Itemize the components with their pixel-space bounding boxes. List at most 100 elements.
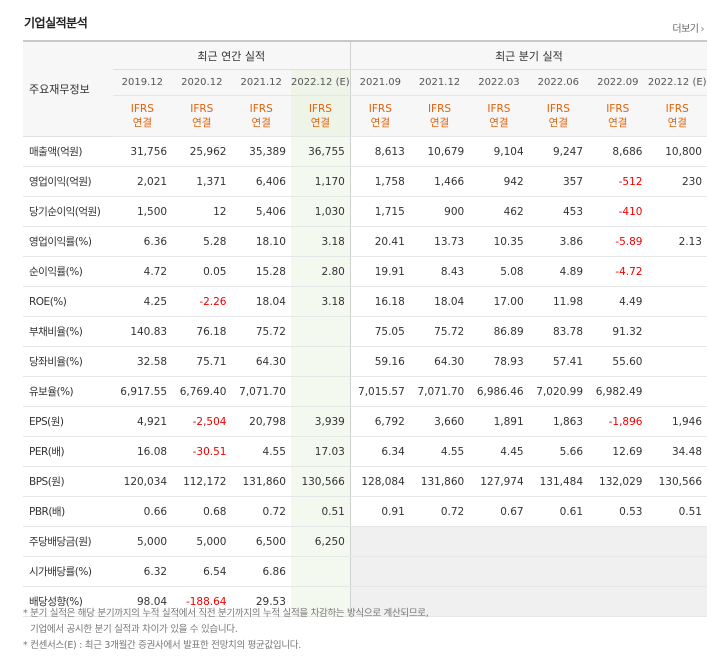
period-header: 2022.12 (E) [290, 69, 351, 96]
quarter-value: 131,484 [528, 466, 589, 497]
annual-value: 1,500 [112, 196, 173, 227]
annual-value [290, 586, 351, 617]
quarter-value: -4.72 [588, 256, 648, 287]
annual-value: -30.51 [172, 436, 232, 467]
table-row: PER(배) 16.08 -30.51 4.55 17.03 6.34 4.55 4.45 5.… [23, 436, 707, 467]
basis-scope: 연결 [429, 117, 450, 129]
annual-value [290, 316, 351, 347]
row-label: 매출액(억원) [23, 136, 113, 167]
annual-value: 6,250 [290, 526, 351, 557]
label-column-header: 주요재무정보 [23, 40, 113, 137]
footnote-2: 기업에서 공시한 분기 실적과 차이가 있을 수 있습니다. [30, 624, 238, 635]
more-link[interactable]: 더보기 › [672, 20, 704, 35]
row-label: 영업이익(억원) [23, 166, 113, 197]
quarter-value: 2.13 [647, 226, 707, 257]
more-label: 더보기 [672, 24, 699, 35]
quarter-value: 127,974 [469, 466, 529, 497]
annual-value: 6.86 [231, 556, 291, 587]
quarter-value: 91.32 [588, 316, 648, 347]
quarter-value: 19.91 [349, 256, 410, 287]
period-header: 2022.03 [469, 69, 529, 96]
quarter-value: 7,020.99 [528, 376, 589, 407]
basis-scope: 연결 [489, 117, 509, 129]
annual-value: 5.28 [172, 226, 232, 257]
quarter-value: 3,660 [409, 406, 470, 437]
empty-cell [588, 586, 648, 617]
basis-header: IFRS 연결 [528, 95, 589, 137]
empty-cell [469, 586, 529, 617]
annual-value: 4.72 [112, 256, 173, 287]
annual-value: 120,034 [112, 466, 173, 497]
period-header: 2022.12 (E) [647, 69, 707, 96]
basis-header: IFRS 연결 [290, 95, 351, 137]
basis-header: IFRS 연결 [172, 95, 232, 137]
annual-value: 3,939 [290, 406, 351, 437]
basis-type: IFRS [249, 103, 273, 115]
quarter-value: 55.60 [588, 346, 648, 377]
quarter-value: 1,863 [528, 406, 589, 437]
annual-value: 29.53 [231, 586, 291, 617]
quarter-value: 1,466 [409, 166, 470, 197]
quarter-value: 1,946 [647, 406, 707, 437]
row-label: 당기순이익(억원) [23, 196, 113, 227]
annual-value: 6,917.55 [112, 376, 173, 407]
quarter-value: 6.34 [349, 436, 410, 467]
quarter-value [647, 316, 707, 347]
quarter-value: -5.89 [588, 226, 648, 257]
footnotes: * 분기 실적은 해당 분기까지의 누적 실적에서 직전 분기까지의 누적 실적… [23, 606, 429, 654]
basis-header: IFRS 연결 [588, 95, 648, 137]
annual-value: 15.28 [231, 256, 291, 287]
annual-value: 1,030 [290, 196, 351, 227]
basis-header: IFRS 연결 [409, 95, 470, 137]
basis-type: IFRS [190, 103, 214, 115]
annual-value: 18.04 [231, 286, 291, 317]
annual-value: 130,566 [290, 466, 351, 497]
quarter-value: 942 [469, 166, 529, 197]
annual-value: 17.03 [290, 436, 351, 467]
row-label: 순이익률(%) [23, 256, 113, 287]
annual-value: 4.55 [231, 436, 291, 467]
empty-cell [528, 526, 589, 557]
basis-type: IFRS [606, 103, 630, 115]
empty-cell [409, 556, 470, 587]
period-header: 2021.12 [409, 69, 470, 96]
quarter-value: 6,982.49 [588, 376, 648, 407]
row-label: 부채비율(%) [23, 316, 113, 347]
annual-value: -188.64 [172, 586, 232, 617]
quarter-value: 7,071.70 [409, 376, 470, 407]
basis-scope: 연결 [310, 117, 331, 129]
basis-type: IFRS [546, 103, 570, 115]
table-row: 영업이익률(%) 6.36 5.28 18.10 3.18 20.41 13.73 10.35… [23, 226, 707, 257]
annual-value: 140.83 [112, 316, 173, 347]
annual-value: 64.30 [231, 346, 291, 377]
annual-value: 32.58 [112, 346, 173, 377]
row-label: EPS(원) [23, 406, 113, 437]
basis-type: IFRS [427, 103, 452, 115]
quarter-value: 1,891 [469, 406, 529, 437]
quarter-value: 20.41 [349, 226, 410, 257]
quarter-value: 10,679 [409, 136, 470, 167]
quarter-value: 13.73 [409, 226, 470, 257]
basis-scope: 연결 [548, 117, 568, 129]
annual-value: 6.32 [112, 556, 173, 587]
quarter-value: 4.45 [469, 436, 529, 467]
annual-value: 12 [172, 196, 232, 227]
basis-header: IFRS 연결 [469, 95, 529, 137]
quarter-value: 3.86 [528, 226, 589, 257]
table-row: 배당성향(%) 98.04 -188.64 29.53 [23, 586, 707, 617]
period-header: 2022.09 [588, 69, 648, 96]
quarter-value: 6,792 [349, 406, 410, 437]
quarter-value: 11.98 [528, 286, 589, 317]
annual-value: 36,755 [290, 136, 351, 167]
quarter-value: 8.43 [409, 256, 470, 287]
annual-value: 3.18 [290, 226, 351, 257]
row-label: 당좌비율(%) [23, 346, 113, 377]
quarter-value: 6,986.46 [469, 376, 529, 407]
quarter-value: 57.41 [528, 346, 589, 377]
basis-header: IFRS 연결 [349, 95, 410, 137]
annual-value: 0.51 [290, 496, 351, 527]
empty-cell [647, 526, 707, 557]
empty-cell [588, 556, 648, 587]
annual-value: 5,000 [112, 526, 173, 557]
row-label: PER(배) [23, 436, 113, 467]
